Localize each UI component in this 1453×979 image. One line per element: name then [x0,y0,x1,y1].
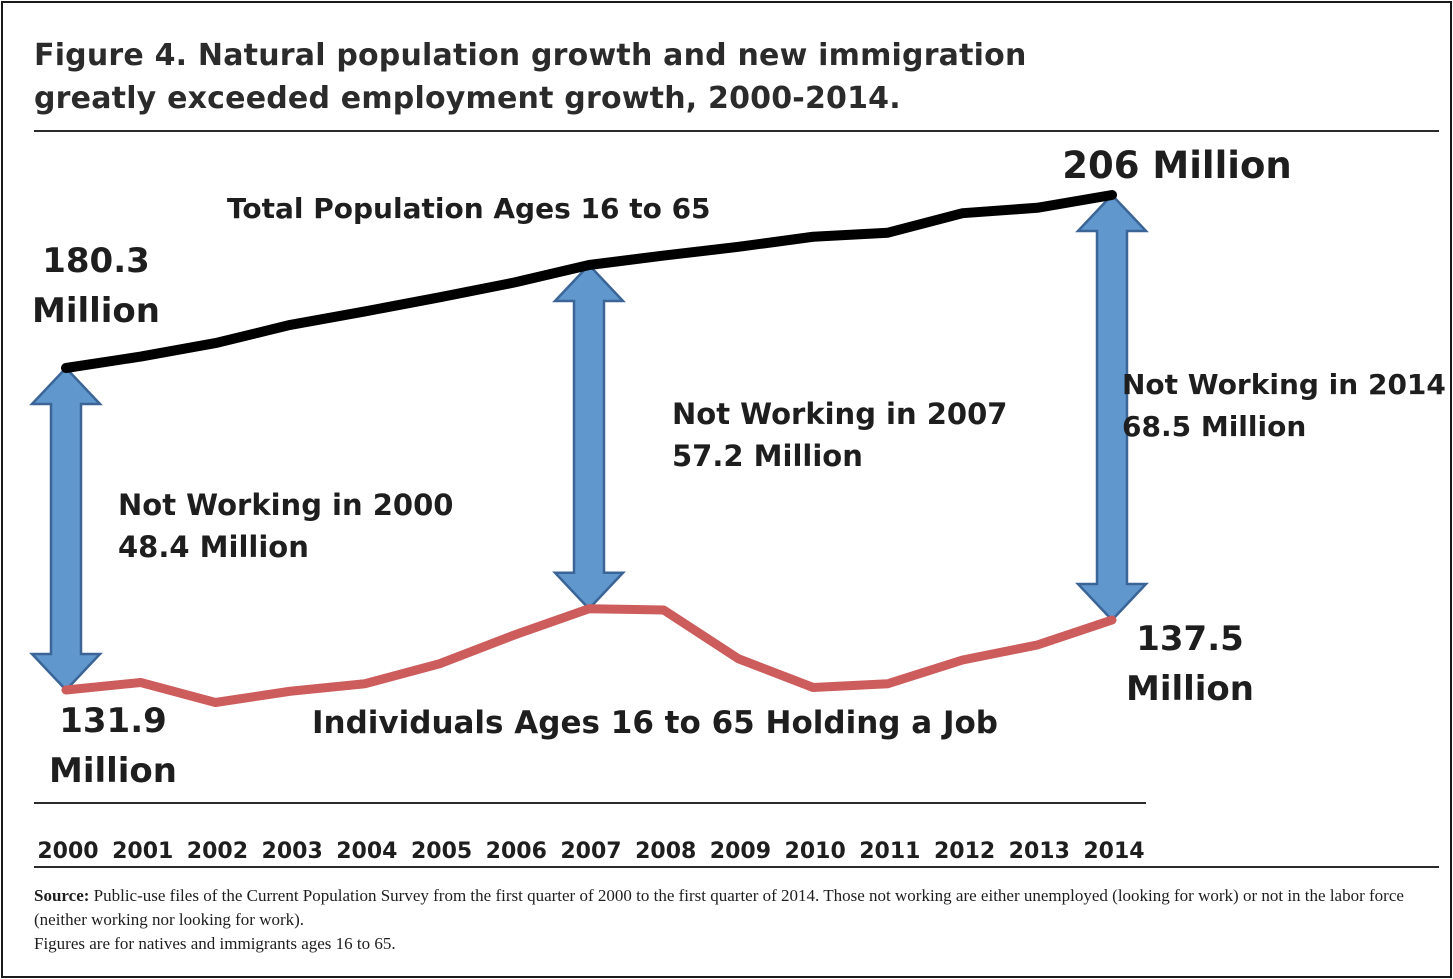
gap-label-2007-title: Not Working in 2007 [672,397,1007,431]
x-tick-2005: 2005 [411,839,472,864]
gap-label-2014-value: 68.5 Million [1122,410,1306,443]
population-series-label: Total Population Ages 16 to 65 [227,192,711,225]
end-employed-unit: Million [1126,669,1254,709]
start-population-value: 180.3 [42,241,150,281]
source-text: Public-use files of the Current Populati… [34,886,1404,929]
gap-label-2007-value: 57.2 Million [672,439,863,473]
employment-line [61,604,1117,707]
x-tick-2012: 2012 [934,839,995,864]
title-line-1: Figure 4. Natural population growth and … [34,38,1027,73]
title-rule [34,130,1439,132]
start-employed-unit: Million [49,751,177,791]
end-population-value: 206 Million [1062,144,1291,187]
x-tick-2002: 2002 [187,839,248,864]
x-tick-2003: 2003 [262,839,323,864]
x-tick-2004: 2004 [336,839,397,864]
gap-arrow-2000 [29,366,103,692]
x-tick-2000: 2000 [37,839,98,864]
employment-series-label: Individuals Ages 16 to 65 Holding a Job [312,705,998,741]
axis-rule [34,802,1146,804]
x-tick-2008: 2008 [635,839,696,864]
gap-label-2000-title: Not Working in 2000 [118,488,453,522]
x-tick-2011: 2011 [859,839,920,864]
chart-title: Figure 4. Natural population growth and … [34,34,1034,120]
source-footnote: Figures are for natives and immigrants a… [34,934,396,953]
gap-label-2000-value: 48.4 Million [118,530,309,564]
x-tick-2013: 2013 [1009,839,1070,864]
title-line-2: greatly exceeded employment growth, 2000… [34,81,901,116]
x-tick-2009: 2009 [710,839,771,864]
gap-label-2014-title: Not Working in 2014 [1122,368,1446,401]
source-note: Source: Public-use files of the Current … [34,884,1434,956]
source-rule [34,866,1439,868]
population-line [61,190,1117,373]
start-employed-value: 131.9 [59,701,167,741]
x-tick-2010: 2010 [785,839,846,864]
chart-svg: Total Population Ages 16 to 65 Individual… [29,144,1446,864]
source-label: Source: [34,886,90,905]
x-tick-2001: 2001 [112,839,173,864]
lines-layer [61,190,1117,707]
labels-layer: Total Population Ages 16 to 65 Individual… [32,144,1446,791]
end-employed-value: 137.5 [1136,619,1244,659]
x-tick-2006: 2006 [486,839,547,864]
x-tick-labels: 2000 2001 2002 2003 2004 2005 2006 2007 2008 2009… [37,839,1144,864]
gap-arrow-2014 [1075,193,1149,622]
x-tick-2007: 2007 [560,839,621,864]
gap-arrow-2007 [552,263,626,611]
start-population-unit: Million [32,291,160,331]
x-tick-2014: 2014 [1083,839,1144,864]
